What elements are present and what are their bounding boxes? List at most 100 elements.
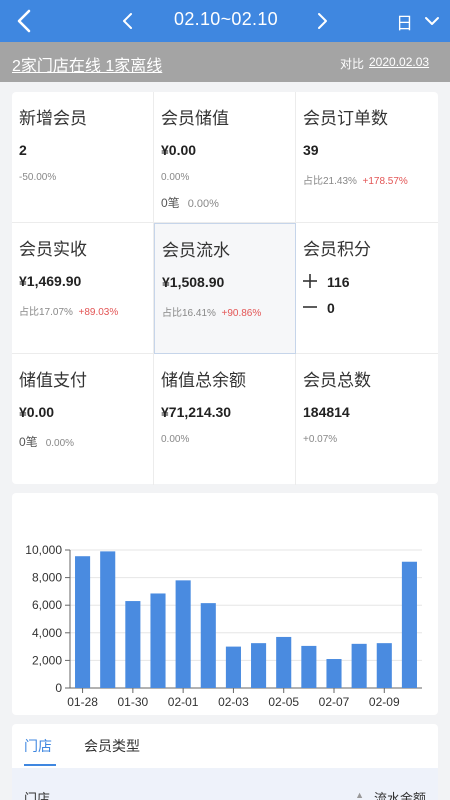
chevron-left-icon[interactable] <box>118 10 138 32</box>
x-tick-label: 02-05 <box>268 695 299 709</box>
metric-share-row: 占比21.43% +178.57% <box>303 172 408 187</box>
store-status-bar: 2家门店在线 1家离线 对比 2020.02.03 <box>0 42 450 82</box>
date-range: 02.10~02.10 <box>174 9 278 29</box>
top-bar: 02.10~02.10 日 <box>0 0 450 42</box>
points-added-value: 116 <box>327 274 350 290</box>
metric-change: +178.57% <box>362 176 408 187</box>
metric-count: 0笔 <box>19 435 38 449</box>
metric-value: ¥0.00 <box>161 142 197 158</box>
plus-icon <box>303 274 317 288</box>
metric-title: 会员储值 <box>161 109 229 128</box>
column-header-flow-amount[interactable]: 流水金额 <box>373 791 426 800</box>
metric-share: 占比21.43% <box>303 176 357 187</box>
metric-change: +0.07% <box>303 434 338 445</box>
metric-title: 会员实收 <box>19 240 87 259</box>
x-tick-label: 02-01 <box>168 695 199 709</box>
points-used-value: 0 <box>327 300 335 316</box>
store-online-link[interactable]: 2家门店在线 1家离线 <box>12 58 163 75</box>
chart-bar[interactable] <box>125 601 141 688</box>
metric-value: 184814 <box>303 404 350 420</box>
chart-bar[interactable] <box>351 643 367 688</box>
y-tick-label: 4,000 <box>32 626 62 640</box>
metric-title: 储值总余额 <box>161 371 246 390</box>
chart-bar[interactable] <box>225 646 241 688</box>
metric-member-receipts[interactable]: 会员实收 ¥1,469.90 占比17.07% +89.03% <box>12 223 154 354</box>
chevron-right-icon[interactable] <box>312 10 332 32</box>
metric-title: 新增会员 <box>19 109 87 128</box>
flow-chart-card: 0 2,000 4,000 6,000 8,000 10,000 01-28 01-30 02-… <box>12 493 438 715</box>
metric-count-ratio: 0.00% <box>45 438 75 449</box>
metric-count-ratio: 0.00% <box>187 198 219 210</box>
x-tick-label: 01-28 <box>67 695 98 709</box>
chart-bar[interactable] <box>251 643 267 688</box>
tab-store[interactable]: 门店 <box>24 738 52 754</box>
column-header-store: 门店 <box>24 791 51 800</box>
metric-value: ¥71,214.30 <box>161 404 232 420</box>
chart-bar[interactable] <box>301 645 317 688</box>
chart-bar[interactable] <box>75 556 91 688</box>
y-tick-label: 8,000 <box>32 571 62 585</box>
metric-value: ¥1,469.90 <box>19 273 82 289</box>
points-added-row: 116 <box>303 273 350 290</box>
metric-stored-payment[interactable]: 储值支付 ¥0.00 0笔 0.00% <box>12 354 154 485</box>
metric-value: ¥0.00 <box>19 404 55 420</box>
sort-icon[interactable]: ▲ <box>355 790 364 800</box>
metric-title: 会员流水 <box>162 241 230 260</box>
metric-ratio: 0.00% <box>161 434 190 445</box>
x-tick-label: 01-30 <box>118 695 149 709</box>
metric-value: ¥1,508.90 <box>162 274 225 290</box>
back-arrow-icon[interactable] <box>10 6 40 36</box>
metric-share-row: 占比17.07% +89.03% <box>19 303 118 318</box>
minus-icon <box>303 306 317 308</box>
metric-title: 会员总数 <box>303 371 371 390</box>
chart-bar[interactable] <box>175 580 191 688</box>
chart-bar[interactable] <box>376 643 392 688</box>
x-tick-label: 02-03 <box>218 695 249 709</box>
metrics-grid: 新增会员 2 -50.00% 会员储值 ¥0.00 0.00% 0笔 0.00% … <box>12 92 438 485</box>
metric-member-deposit[interactable]: 会员储值 ¥0.00 0.00% 0笔 0.00% <box>154 92 296 223</box>
metric-stored-balance[interactable]: 储值总余额 ¥71,214.30 0.00% <box>154 354 296 485</box>
chart-bar[interactable] <box>100 551 116 688</box>
flow-bar-chart: 0 2,000 4,000 6,000 8,000 10,000 01-28 01-30 02-… <box>25 543 422 709</box>
metric-count-row: 0笔 0.00% <box>19 433 74 450</box>
points-used-row: 0 <box>303 299 335 316</box>
breakdown-card: 门店 会员类型 门店 ▲ 流水金额 <box>12 724 438 800</box>
metric-member-orders[interactable]: 会员订单数 39 占比21.43% +178.57% <box>296 92 438 223</box>
metric-share: 占比17.07% <box>19 307 73 318</box>
metric-new-members[interactable]: 新增会员 2 -50.00% <box>12 92 154 223</box>
metric-share: 占比16.41% <box>162 308 216 319</box>
x-tick-label: 02-07 <box>319 695 350 709</box>
metric-title: 会员订单数 <box>303 109 388 128</box>
chevron-down-icon[interactable] <box>422 12 442 30</box>
tab-member-type[interactable]: 会员类型 <box>84 738 140 754</box>
x-tick-label: 02-09 <box>369 695 400 709</box>
metric-share-row: 占比16.41% +90.86% <box>162 304 261 319</box>
metric-ratio: 0.00% <box>161 172 190 183</box>
metric-title: 会员积分 <box>303 240 371 259</box>
metric-count-row: 0笔 0.00% <box>161 194 219 211</box>
chart-bar[interactable] <box>326 659 342 688</box>
active-tab-indicator <box>24 764 56 766</box>
y-tick-label: 0 <box>55 681 62 695</box>
compare-label: 对比 <box>340 57 365 71</box>
chart-bar[interactable] <box>276 636 292 688</box>
metric-change: +89.03% <box>78 307 119 318</box>
period-unit-select[interactable]: 日 <box>396 14 413 33</box>
y-tick-label: 2,000 <box>32 653 62 667</box>
metric-change: +90.86% <box>221 308 262 319</box>
y-tick-label: 6,000 <box>32 598 62 612</box>
metric-member-points[interactable]: 会员积分 116 0 <box>296 223 438 354</box>
metric-value: 2 <box>19 142 27 158</box>
chart-bar[interactable] <box>401 561 417 688</box>
metric-member-flow[interactable]: 会员流水 ¥1,508.90 占比16.41% +90.86% <box>154 223 296 354</box>
metric-member-total[interactable]: 会员总数 184814 +0.07% <box>296 354 438 485</box>
metric-value: 39 <box>303 142 319 158</box>
y-tick-label: 10,000 <box>25 543 62 557</box>
metric-change: -50.00% <box>19 172 57 183</box>
metric-title: 储值支付 <box>19 371 87 390</box>
chart-bar[interactable] <box>200 603 216 688</box>
chart-bar[interactable] <box>150 593 166 688</box>
compare-date-link[interactable]: 2020.02.03 <box>369 55 430 69</box>
table-header: 门店 ▲ 流水金额 <box>12 768 438 800</box>
metric-count: 0笔 <box>161 196 180 210</box>
